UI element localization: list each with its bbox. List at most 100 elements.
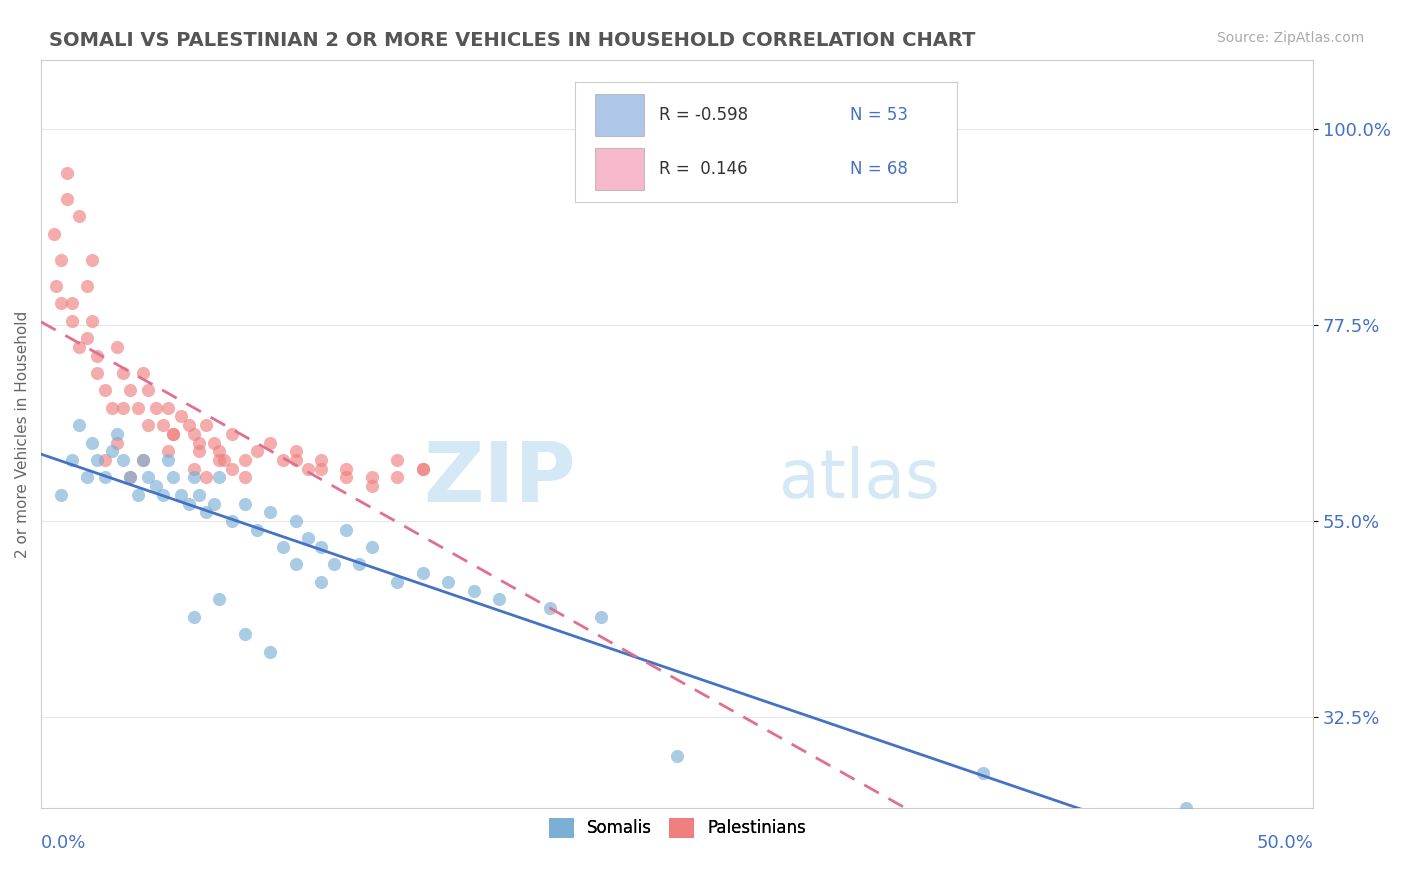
Point — [76, 279, 98, 293]
Point — [387, 574, 409, 589]
Point — [86, 349, 108, 363]
Point — [271, 540, 294, 554]
Text: ZIP: ZIP — [423, 438, 575, 519]
Point — [309, 461, 332, 475]
Point — [136, 470, 159, 484]
Point — [187, 488, 209, 502]
Point — [80, 252, 103, 267]
Point — [183, 461, 205, 475]
Point — [132, 366, 155, 380]
Point — [145, 479, 167, 493]
Point — [233, 497, 256, 511]
Point — [120, 470, 142, 484]
Point — [208, 470, 231, 484]
Point — [335, 461, 357, 475]
Point — [51, 296, 73, 310]
Point — [360, 479, 382, 493]
Point — [297, 461, 319, 475]
Point — [177, 497, 200, 511]
Point — [246, 444, 269, 458]
Point — [76, 470, 98, 484]
Point — [271, 453, 294, 467]
Point — [67, 340, 90, 354]
Point — [221, 426, 243, 441]
Point — [67, 418, 90, 433]
Point — [55, 192, 77, 206]
Point — [55, 166, 77, 180]
Point — [111, 401, 134, 415]
Point — [45, 279, 67, 293]
Point — [538, 601, 561, 615]
Point — [246, 523, 269, 537]
Point — [76, 331, 98, 345]
Text: 50.0%: 50.0% — [1257, 834, 1313, 853]
Text: SOMALI VS PALESTINIAN 2 OR MORE VEHICLES IN HOUSEHOLD CORRELATION CHART: SOMALI VS PALESTINIAN 2 OR MORE VEHICLES… — [49, 31, 976, 50]
Point — [187, 435, 209, 450]
Point — [86, 453, 108, 467]
Point — [309, 574, 332, 589]
Point — [183, 426, 205, 441]
Point — [107, 435, 129, 450]
Text: Source: ZipAtlas.com: Source: ZipAtlas.com — [1216, 31, 1364, 45]
Point — [195, 470, 218, 484]
Point — [101, 401, 124, 415]
Point — [93, 470, 115, 484]
Point — [127, 488, 149, 502]
Point — [152, 488, 174, 502]
Point — [284, 444, 307, 458]
Point — [297, 532, 319, 546]
Point — [157, 444, 180, 458]
Point — [157, 453, 180, 467]
Point — [60, 453, 83, 467]
Point — [152, 418, 174, 433]
Point — [208, 453, 231, 467]
Point — [412, 461, 434, 475]
Y-axis label: 2 or more Vehicles in Household: 2 or more Vehicles in Household — [15, 310, 30, 558]
Point — [120, 470, 142, 484]
Point — [666, 749, 689, 764]
Point — [93, 384, 115, 398]
Point — [107, 340, 129, 354]
Point — [284, 514, 307, 528]
Point — [136, 418, 159, 433]
Point — [162, 426, 184, 441]
Point — [80, 314, 103, 328]
Point — [972, 766, 994, 780]
Point — [86, 366, 108, 380]
Point — [284, 558, 307, 572]
Point — [360, 470, 382, 484]
Point — [183, 470, 205, 484]
Point — [80, 435, 103, 450]
Point — [412, 566, 434, 581]
Point — [387, 453, 409, 467]
Point — [60, 296, 83, 310]
Point — [183, 609, 205, 624]
Point — [347, 558, 370, 572]
Point — [259, 435, 281, 450]
Point — [162, 470, 184, 484]
Point — [233, 453, 256, 467]
Point — [437, 574, 460, 589]
Legend: Somalis, Palestinians: Somalis, Palestinians — [541, 811, 813, 845]
Point — [463, 583, 485, 598]
Point — [360, 540, 382, 554]
Point — [202, 497, 225, 511]
Point — [335, 470, 357, 484]
Point — [202, 435, 225, 450]
Point — [42, 227, 65, 241]
Point — [208, 592, 231, 607]
Point — [214, 453, 236, 467]
Point — [195, 505, 218, 519]
Point — [93, 453, 115, 467]
Point — [162, 426, 184, 441]
Point — [589, 609, 612, 624]
Point — [60, 314, 83, 328]
Point — [51, 488, 73, 502]
Point — [233, 627, 256, 641]
Point — [412, 461, 434, 475]
Point — [208, 444, 231, 458]
Point — [221, 514, 243, 528]
Point — [157, 401, 180, 415]
Point — [107, 426, 129, 441]
Point — [51, 252, 73, 267]
